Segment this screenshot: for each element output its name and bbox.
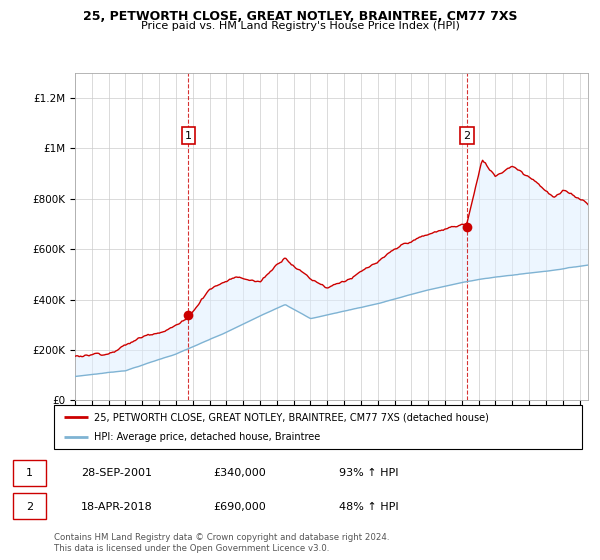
Text: 48% ↑ HPI: 48% ↑ HPI xyxy=(339,502,398,512)
Text: 1: 1 xyxy=(26,468,33,478)
Text: 25, PETWORTH CLOSE, GREAT NOTLEY, BRAINTREE, CM77 7XS: 25, PETWORTH CLOSE, GREAT NOTLEY, BRAINT… xyxy=(83,10,517,23)
Text: £690,000: £690,000 xyxy=(213,502,266,512)
Text: 28-SEP-2001: 28-SEP-2001 xyxy=(81,468,152,478)
Text: 2: 2 xyxy=(26,502,33,512)
Text: 93% ↑ HPI: 93% ↑ HPI xyxy=(339,468,398,478)
Text: £340,000: £340,000 xyxy=(213,468,266,478)
Text: 2: 2 xyxy=(463,131,470,141)
Text: 25, PETWORTH CLOSE, GREAT NOTLEY, BRAINTREE, CM77 7XS (detached house): 25, PETWORTH CLOSE, GREAT NOTLEY, BRAINT… xyxy=(94,412,488,422)
Text: Price paid vs. HM Land Registry's House Price Index (HPI): Price paid vs. HM Land Registry's House … xyxy=(140,21,460,31)
Text: 1: 1 xyxy=(185,131,192,141)
Text: 18-APR-2018: 18-APR-2018 xyxy=(81,502,153,512)
Text: Contains HM Land Registry data © Crown copyright and database right 2024.
This d: Contains HM Land Registry data © Crown c… xyxy=(54,533,389,553)
Text: HPI: Average price, detached house, Braintree: HPI: Average price, detached house, Brai… xyxy=(94,432,320,442)
